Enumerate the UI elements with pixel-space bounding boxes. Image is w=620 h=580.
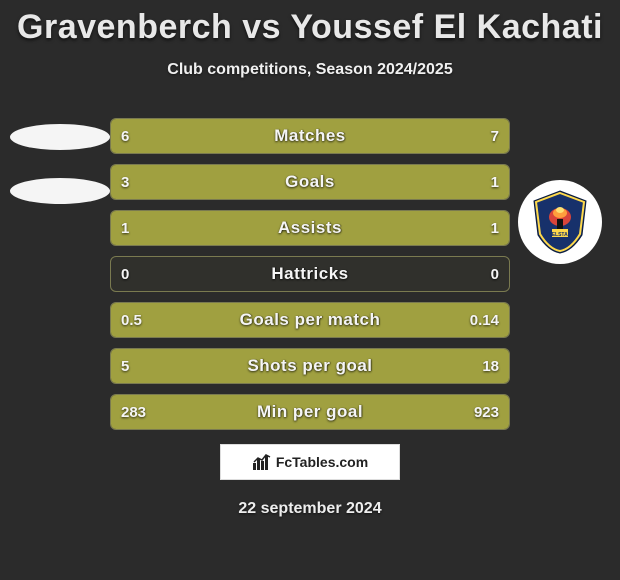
stat-label: Matches bbox=[111, 119, 509, 153]
stat-value-left: 1 bbox=[111, 211, 139, 245]
stat-label: Assists bbox=[111, 211, 509, 245]
stat-value-left: 6 bbox=[111, 119, 139, 153]
team-right-crest: TELSTAR bbox=[518, 180, 602, 264]
stat-value-right: 18 bbox=[472, 349, 509, 383]
svg-text:TELSTAR: TELSTAR bbox=[549, 232, 572, 238]
stats-bars: Matches67Goals31Assists11Hattricks00Goal… bbox=[110, 118, 510, 440]
stat-value-left: 0 bbox=[111, 257, 139, 291]
stat-value-left: 0.5 bbox=[111, 303, 152, 337]
stat-value-right: 1 bbox=[481, 165, 509, 199]
stat-value-left: 5 bbox=[111, 349, 139, 383]
subtitle: Club competitions, Season 2024/2025 bbox=[0, 61, 620, 79]
stat-label: Goals per match bbox=[111, 303, 509, 337]
stat-value-right: 923 bbox=[464, 395, 509, 429]
stat-value-left: 283 bbox=[111, 395, 156, 429]
page-title: Gravenberch vs Youssef El Kachati bbox=[0, 0, 620, 47]
stat-row: Hattricks0 0 bbox=[110, 256, 510, 292]
stat-row: Shots per goal5 18 bbox=[110, 348, 510, 384]
stat-value-right: 1 bbox=[481, 211, 509, 245]
stat-label: Goals bbox=[111, 165, 509, 199]
stat-row: Matches6 7 bbox=[110, 118, 510, 154]
branding-box[interactable]: FcTables.com bbox=[220, 444, 400, 480]
stat-label: Hattricks bbox=[111, 257, 509, 291]
date-label: 22 september 2024 bbox=[0, 500, 620, 518]
stat-value-right: 0.14 bbox=[460, 303, 509, 337]
stat-row: Assists1 1 bbox=[110, 210, 510, 246]
branding-text: FcTables.com bbox=[276, 454, 368, 470]
stat-value-right: 7 bbox=[481, 119, 509, 153]
stat-row: Min per goal283 923 bbox=[110, 394, 510, 430]
fctables-logo-icon bbox=[252, 453, 272, 471]
player-left-placeholder-2 bbox=[10, 178, 110, 204]
stat-value-right: 0 bbox=[481, 257, 509, 291]
stat-label: Shots per goal bbox=[111, 349, 509, 383]
stat-row: Goals per match0.5 0.14 bbox=[110, 302, 510, 338]
telstar-crest-icon: TELSTAR bbox=[530, 189, 590, 255]
stat-value-left: 3 bbox=[111, 165, 139, 199]
stat-label: Min per goal bbox=[111, 395, 509, 429]
stat-row: Goals3 1 bbox=[110, 164, 510, 200]
player-left-placeholder-1 bbox=[10, 124, 110, 150]
